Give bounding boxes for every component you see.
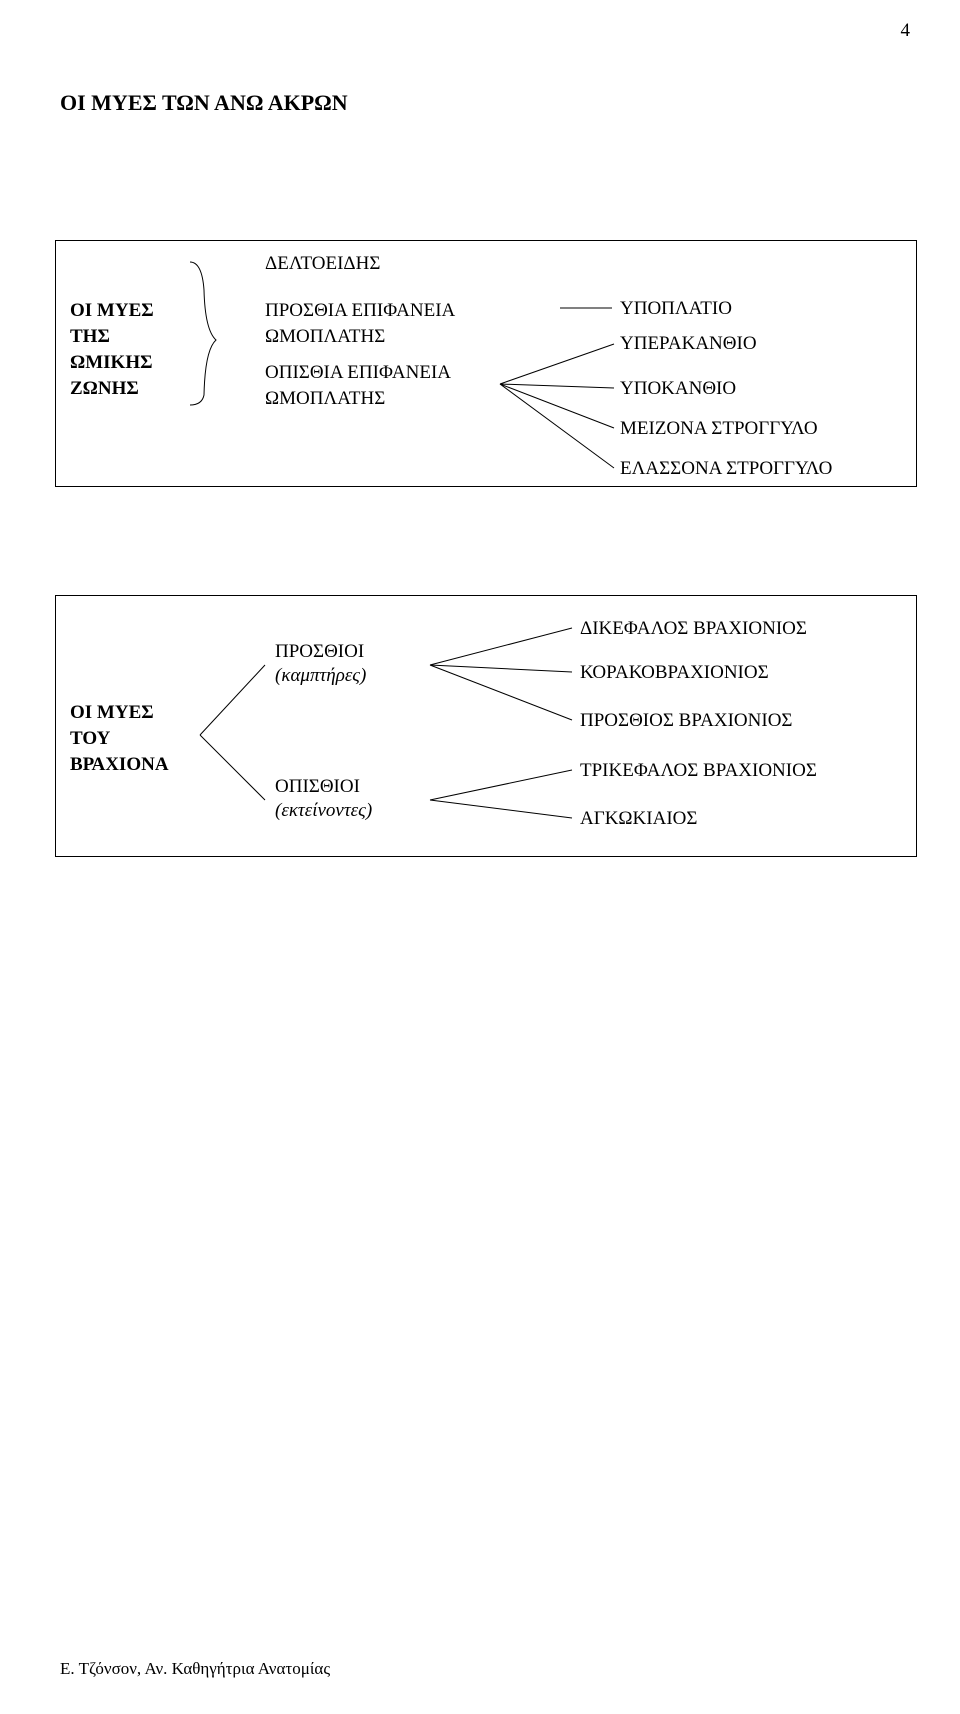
fig2-connectors xyxy=(0,0,960,900)
page-footer: Ε. Τζόνσον, Αν. Καθηγήτρια Ανατομίας xyxy=(60,1659,330,1679)
page: 4 ΟΙ ΜΥΕΣ ΤΩΝ ΑΝΩ ΑΚΡΩΝ ΟΙ ΜΥΕΣ ΤΗΣ ΩΜΙΚ… xyxy=(0,0,960,1714)
